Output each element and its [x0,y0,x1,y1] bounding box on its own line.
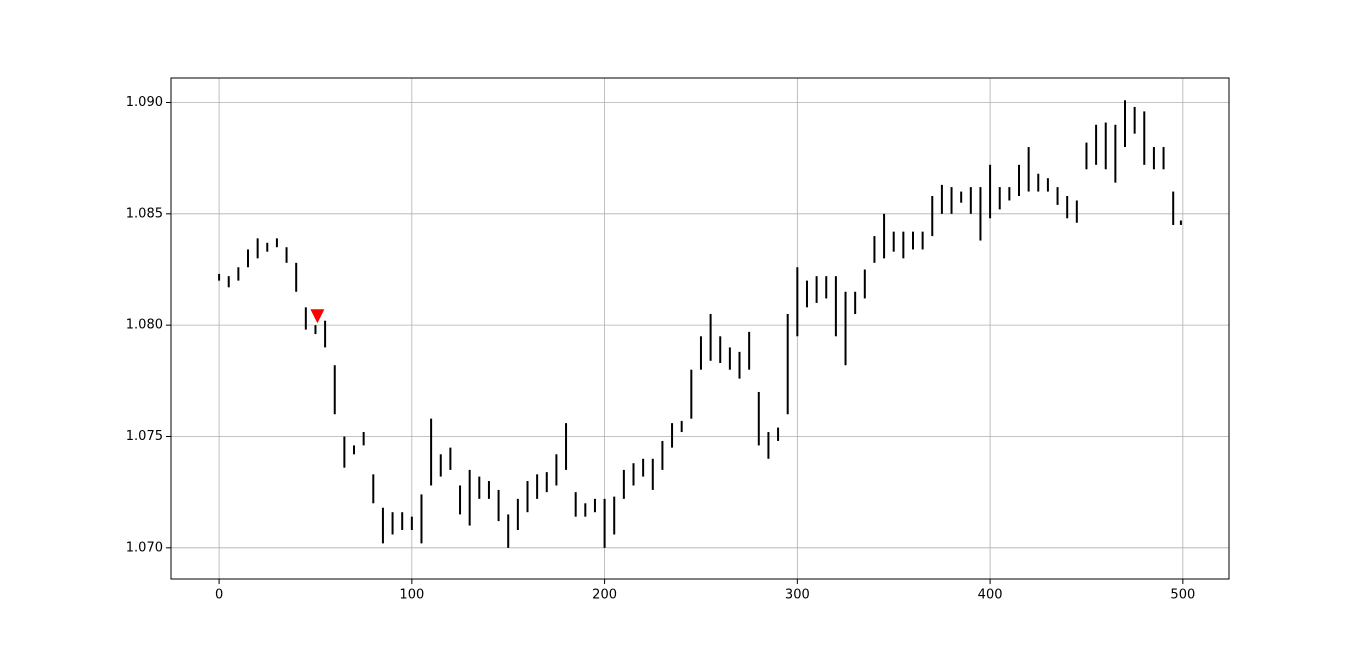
x-tick-label: 400 [978,588,1003,603]
y-tick-label: 1.075 [126,429,163,444]
signal-marker [310,309,325,324]
y-tick-label: 1.070 [126,540,163,555]
x-tick-label: 300 [785,588,810,603]
plot-frame [170,77,1230,580]
x-tick-label: 100 [399,588,424,603]
x-tick-label: 0 [215,588,223,603]
y-tick-label: 1.080 [126,318,163,333]
x-tick-label: 200 [592,588,617,603]
y-tick-label: 1.090 [126,95,163,110]
y-tick-label: 1.085 [126,206,163,221]
x-tick-label: 500 [1170,588,1195,603]
